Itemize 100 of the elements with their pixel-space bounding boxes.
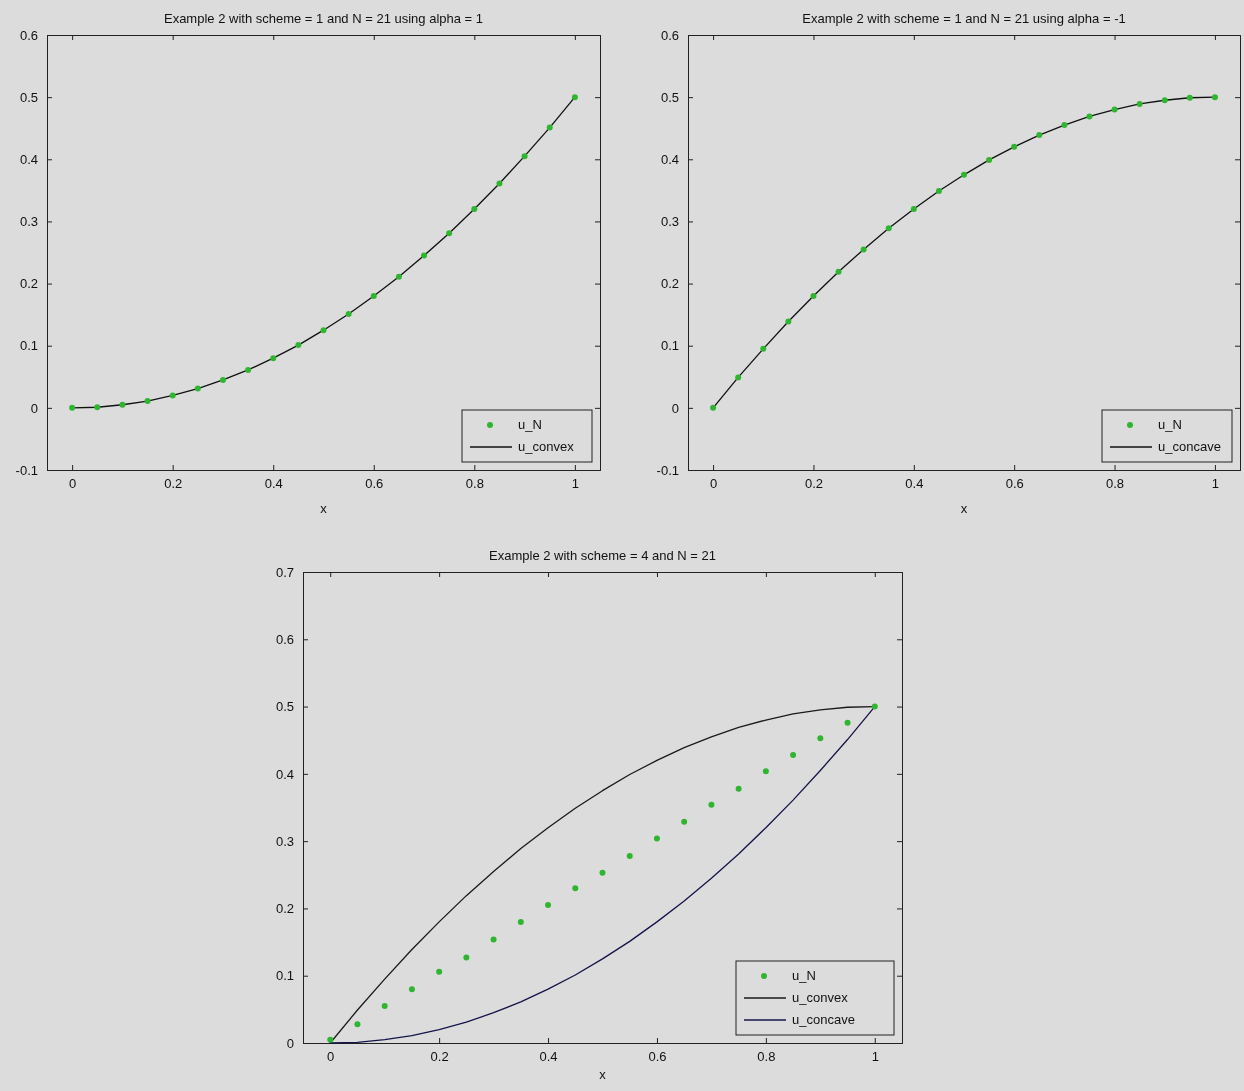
x-tick-label: 0.6 <box>365 476 384 492</box>
y-tick-label: -0.1 <box>15 462 38 478</box>
point <box>354 1021 361 1028</box>
point <box>521 153 528 160</box>
point <box>295 342 302 349</box>
point <box>885 225 892 232</box>
x-axis-title: x <box>320 501 328 516</box>
x-tick-label: 1 <box>871 1049 879 1065</box>
point <box>1011 143 1018 150</box>
point <box>421 252 428 259</box>
x-axis-title: x <box>960 501 968 516</box>
point <box>835 268 842 275</box>
point <box>1036 132 1043 139</box>
point <box>69 404 76 411</box>
x-tick-label: 0 <box>327 1049 335 1065</box>
point <box>935 187 942 194</box>
point <box>463 954 470 961</box>
point <box>345 311 352 318</box>
legend-label: u_concave <box>792 1012 855 1027</box>
point <box>1086 113 1093 120</box>
x-tick-label: 0.8 <box>1106 476 1125 492</box>
point <box>471 206 478 212</box>
point <box>986 156 993 163</box>
y-tick-label: 0.1 <box>660 338 679 354</box>
point <box>681 818 688 825</box>
x-tick-label: 0 <box>709 476 718 492</box>
point <box>817 735 824 742</box>
point <box>381 1002 388 1009</box>
y-tick-label: 0.2 <box>19 276 38 292</box>
point <box>810 293 817 299</box>
legend-label: u_N <box>518 417 542 432</box>
legend-label: u_N <box>1158 417 1182 432</box>
point <box>710 404 717 411</box>
point <box>245 366 252 373</box>
point <box>571 94 578 101</box>
x-tick-label: 0.4 <box>539 1049 558 1065</box>
point <box>94 404 101 411</box>
y-tick-label: 0.1 <box>275 968 294 984</box>
legend-label: u_convex <box>518 439 575 454</box>
y-tick-label: -0.1 <box>656 462 679 478</box>
y-tick-label: 0 <box>286 1035 294 1051</box>
y-tick-label: 0.6 <box>275 631 294 647</box>
point <box>446 230 453 237</box>
point <box>760 345 767 352</box>
point <box>735 374 742 381</box>
y-tick-label: 0.5 <box>275 699 294 715</box>
point <box>1211 94 1218 101</box>
point <box>1136 100 1143 107</box>
x-tick-label: 0.2 <box>164 476 183 492</box>
point <box>395 273 402 280</box>
point <box>408 986 415 993</box>
x-tick-label: 0.8 <box>465 476 484 492</box>
point <box>1111 106 1118 113</box>
point <box>860 246 867 253</box>
y-tick-label: 0.5 <box>19 89 38 105</box>
point <box>910 206 917 212</box>
point <box>762 768 769 775</box>
x-tick-label: 0 <box>69 476 77 492</box>
y-tick-label: 0.5 <box>660 89 679 105</box>
point <box>844 719 851 726</box>
point <box>653 835 660 842</box>
point <box>626 852 633 859</box>
point <box>270 355 277 362</box>
y-tick-label: 0 <box>30 400 38 416</box>
y-tick-label: 0.4 <box>275 766 294 782</box>
y-tick-label: 0.7 <box>275 564 294 580</box>
point <box>735 785 742 792</box>
y-tick-label: 0.6 <box>19 27 38 43</box>
x-tick-label: 0.8 <box>757 1049 776 1065</box>
point <box>871 703 878 710</box>
point <box>1061 122 1068 129</box>
x-tick-label: 1 <box>571 476 579 492</box>
point <box>219 376 226 383</box>
x-axis-title: x <box>599 1067 607 1082</box>
point <box>496 180 503 187</box>
x-tick-label: 0.6 <box>1005 476 1024 492</box>
point <box>1161 97 1168 104</box>
point <box>1186 94 1193 101</box>
y-tick-label: 0.4 <box>660 151 679 167</box>
x-tick-label: 0.2 <box>430 1049 449 1065</box>
x-tick-label: 0.4 <box>905 476 924 492</box>
chart-title: Example 2 with scheme = 1 and N = 21 using alpha = 1 <box>163 11 484 26</box>
point <box>517 918 524 925</box>
point <box>370 293 377 299</box>
point <box>320 327 327 334</box>
chart-title: Example 2 with scheme = 1 and N = 21 using alpha = -1 <box>802 11 1126 26</box>
legend-label: u_convex <box>792 990 849 1005</box>
x-tick-label: 0.2 <box>804 476 823 492</box>
y-tick-label: 0.2 <box>275 901 294 917</box>
point <box>194 385 201 392</box>
point <box>169 392 176 399</box>
y-tick-label: 0.3 <box>19 214 38 230</box>
point <box>790 752 797 759</box>
point <box>572 885 579 892</box>
point <box>545 902 552 909</box>
y-tick-label: 0.2 <box>660 276 679 292</box>
point <box>546 124 553 131</box>
y-tick-label: 0.3 <box>275 833 294 849</box>
point <box>961 171 967 178</box>
point <box>144 398 151 405</box>
